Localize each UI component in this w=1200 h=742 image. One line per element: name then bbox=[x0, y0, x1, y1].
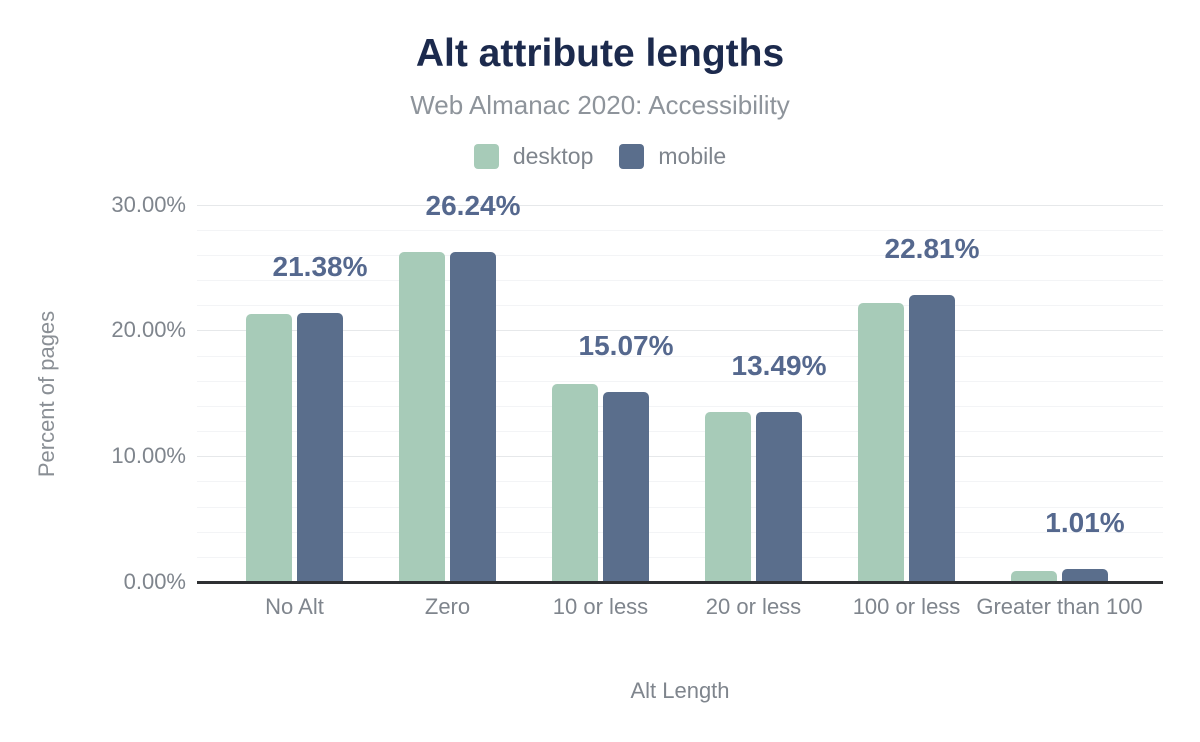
y-tick-label: 20.00% bbox=[111, 317, 186, 342]
chart-title: Alt attribute lengths bbox=[415, 32, 785, 75]
legend-label-desktop: desktop bbox=[512, 143, 594, 169]
gridline-minor bbox=[197, 230, 1163, 231]
x-axis-line bbox=[197, 581, 1163, 584]
x-tick-label: 20 or less bbox=[705, 594, 802, 619]
gridline-minor bbox=[197, 431, 1163, 432]
bar-mobile-5 bbox=[1062, 569, 1108, 582]
gridline-major bbox=[197, 330, 1163, 331]
y-tick-label: 10.00% bbox=[111, 443, 186, 468]
bar-mobile-1 bbox=[450, 252, 496, 582]
bar-desktop-3 bbox=[705, 412, 751, 582]
gridline-minor bbox=[197, 507, 1163, 508]
gridline-minor bbox=[197, 356, 1163, 357]
gridline-minor bbox=[197, 557, 1163, 558]
data-label: 13.49% bbox=[731, 350, 827, 381]
gridline-major bbox=[197, 205, 1163, 206]
bar-mobile-4 bbox=[909, 295, 955, 582]
bar-mobile-0 bbox=[297, 313, 343, 582]
bar-mobile-3 bbox=[756, 412, 802, 582]
gridline-major bbox=[197, 456, 1163, 457]
data-label: 21.38% bbox=[272, 251, 368, 282]
legend-item-mobile: mobile bbox=[619, 143, 726, 170]
x-tick-label: 10 or less bbox=[552, 594, 649, 619]
x-axis-title: Alt Length bbox=[630, 678, 730, 703]
gridline-minor bbox=[197, 406, 1163, 407]
y-tick-label: 0.00% bbox=[123, 569, 186, 594]
gridline-minor bbox=[197, 255, 1163, 256]
data-label: 26.24% bbox=[425, 190, 521, 221]
data-label: 1.01% bbox=[1045, 507, 1125, 538]
bar-mobile-2 bbox=[603, 392, 649, 582]
legend: desktop mobile bbox=[0, 143, 1200, 170]
bar-desktop-4 bbox=[858, 303, 904, 582]
x-tick-label: No Alt bbox=[265, 594, 324, 619]
gridline-minor bbox=[197, 532, 1163, 533]
y-tick-label: 30.00% bbox=[111, 192, 186, 217]
chart-subtitle: Web Almanac 2020: Accessibility bbox=[410, 90, 790, 120]
bar-desktop-1 bbox=[399, 252, 445, 582]
legend-label-mobile: mobile bbox=[658, 143, 727, 169]
legend-swatch-mobile bbox=[619, 144, 645, 169]
bar-desktop-0 bbox=[246, 314, 292, 582]
x-tick-label: Zero bbox=[424, 594, 471, 619]
x-tick-label: 100 or less bbox=[852, 594, 961, 619]
gridline-minor bbox=[197, 280, 1163, 281]
gridline-minor bbox=[197, 481, 1163, 482]
x-tick-label: Greater than 100 bbox=[976, 594, 1143, 619]
data-label: 15.07% bbox=[578, 330, 674, 361]
legend-item-desktop: desktop bbox=[473, 143, 594, 170]
bar-desktop-2 bbox=[552, 384, 598, 582]
data-label: 22.81% bbox=[884, 233, 980, 264]
bar-desktop-5 bbox=[1011, 571, 1057, 582]
legend-swatch-desktop bbox=[473, 144, 499, 169]
gridline-minor bbox=[197, 305, 1163, 306]
gridline-minor bbox=[197, 381, 1163, 382]
